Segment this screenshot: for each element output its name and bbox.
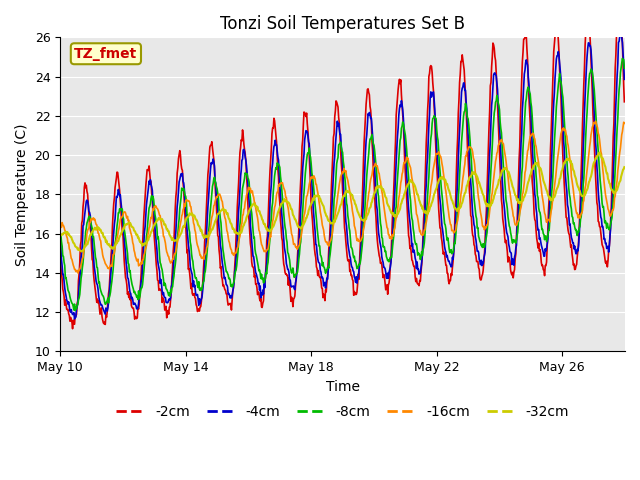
Y-axis label: Soil Temperature (C): Soil Temperature (C)	[15, 123, 29, 265]
Text: TZ_fmet: TZ_fmet	[74, 47, 138, 61]
Title: Tonzi Soil Temperatures Set B: Tonzi Soil Temperatures Set B	[220, 15, 465, 33]
X-axis label: Time: Time	[326, 380, 360, 394]
Legend: -2cm, -4cm, -8cm, -16cm, -32cm: -2cm, -4cm, -8cm, -16cm, -32cm	[111, 399, 575, 424]
